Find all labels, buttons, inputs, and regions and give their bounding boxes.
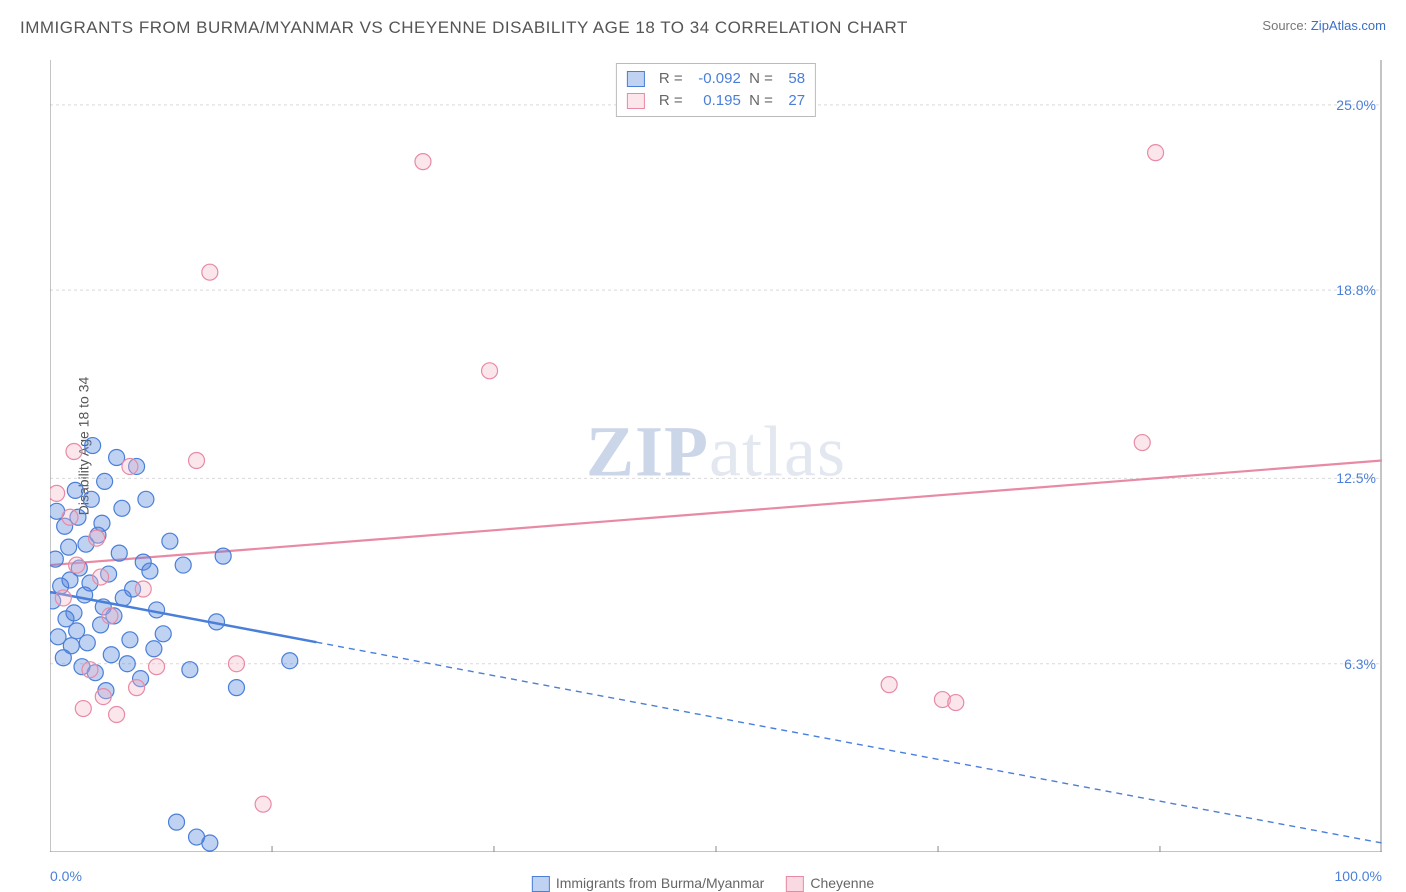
y-tick-label: 6.3% <box>1344 656 1376 672</box>
legend-stat-text: R = -0.092 N = 58 <box>659 68 805 90</box>
legend-stat-row: R = 0.195 N = 27 <box>627 90 805 112</box>
y-tick-label: 25.0% <box>1336 97 1376 113</box>
scatter-svg <box>50 60 1382 852</box>
y-tick-label: 12.5% <box>1336 470 1376 486</box>
source-prefix: Source: <box>1262 18 1307 33</box>
chart-title: IMMIGRANTS FROM BURMA/MYANMAR VS CHEYENN… <box>20 18 908 38</box>
legend-stat-text: R = 0.195 N = 27 <box>659 90 805 112</box>
legend-label-2: Cheyenne <box>810 875 874 891</box>
legend-label-1: Immigrants from Burma/Myanmar <box>556 875 764 891</box>
series-legend: Immigrants from Burma/Myanmar Cheyenne <box>532 875 874 892</box>
chart-container: IMMIGRANTS FROM BURMA/MYANMAR VS CHEYENN… <box>0 0 1406 892</box>
legend-stat-swatch <box>627 71 645 87</box>
source-link[interactable]: ZipAtlas.com <box>1311 18 1386 33</box>
legend-stat-row: R = -0.092 N = 58 <box>627 68 805 90</box>
source-attribution: Source: ZipAtlas.com <box>1262 18 1386 33</box>
legend-item-1: Immigrants from Burma/Myanmar <box>532 875 764 892</box>
legend-item-2: Cheyenne <box>786 875 874 892</box>
x-tick-max: 100.0% <box>1335 868 1382 884</box>
x-tick-min: 0.0% <box>50 868 82 884</box>
y-tick-label: 18.8% <box>1336 282 1376 298</box>
plot-area: ZIPatlas R = -0.092 N = 58R = 0.195 N = … <box>50 60 1382 852</box>
legend-swatch-1 <box>532 876 550 892</box>
correlation-legend-box: R = -0.092 N = 58R = 0.195 N = 27 <box>616 63 816 117</box>
legend-swatch-2 <box>786 876 804 892</box>
legend-stat-swatch <box>627 93 645 109</box>
